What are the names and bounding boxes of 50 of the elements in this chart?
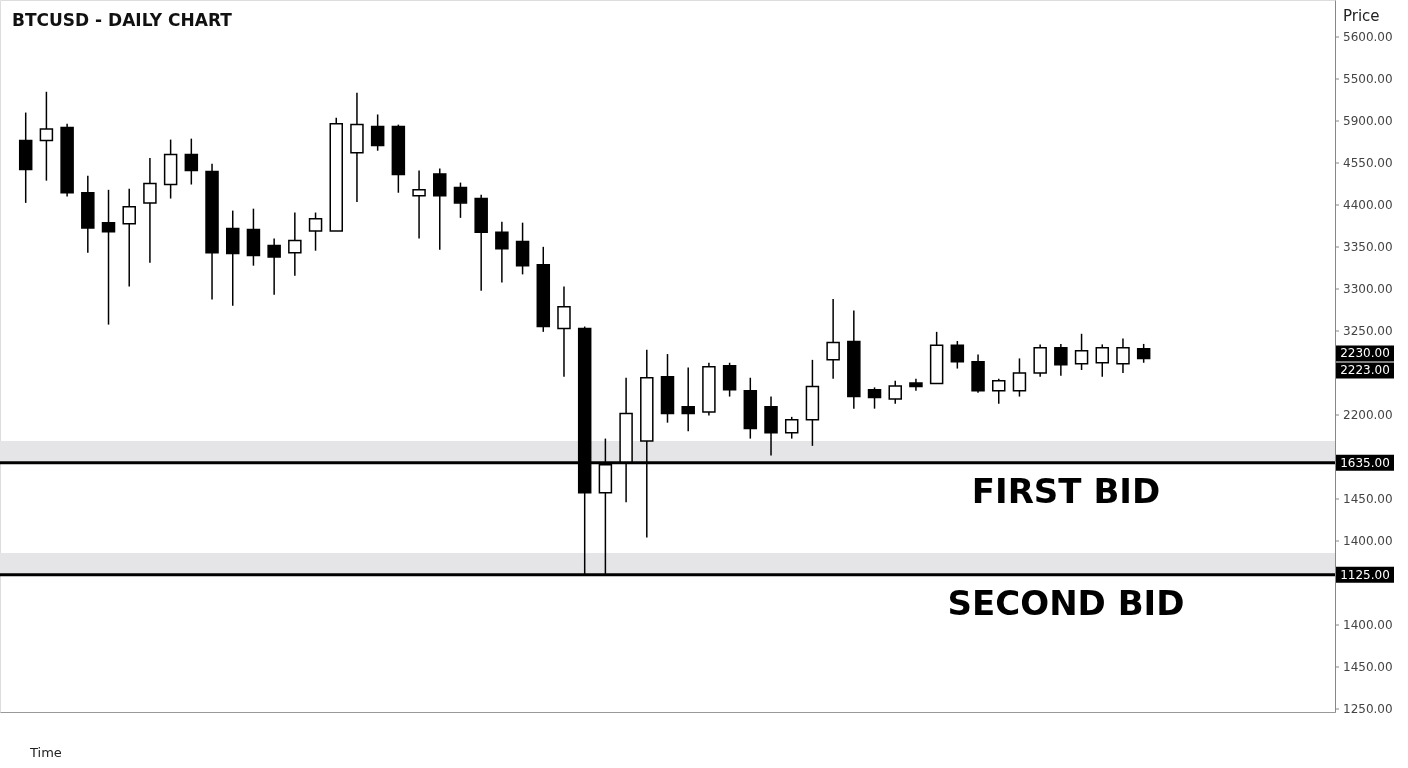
candlestick [39, 91, 54, 182]
text: 5600.00 [1343, 30, 1393, 44]
text: Time [29, 745, 62, 760]
candlestick [122, 188, 136, 288]
candlestick [308, 211, 323, 252]
candlestick [867, 386, 882, 410]
text: 4400.00 [1343, 198, 1393, 212]
text: Price [1343, 7, 1380, 25]
ref-line-label: SECOND BID [947, 582, 1185, 623]
candlestick [784, 416, 799, 440]
text: 3250.00 [1343, 324, 1393, 338]
candlestick [992, 377, 1006, 405]
candlestick [1074, 333, 1089, 371]
candlestick [826, 298, 840, 380]
candlestick [433, 167, 447, 251]
text: 3300.00 [1343, 282, 1393, 296]
candlestick [1116, 337, 1130, 374]
text: 1450.00 [1343, 492, 1393, 506]
text: 1450.00 [1343, 660, 1393, 674]
text: 2223.00 [1340, 363, 1390, 378]
ref-line-label: FIRST BID [971, 470, 1161, 511]
text: 5500.00 [1343, 72, 1393, 86]
text: 1400.00 [1343, 534, 1393, 548]
candlestick [184, 137, 199, 186]
candlestick [453, 181, 468, 219]
candlestick [950, 340, 965, 370]
candlestick [288, 211, 302, 277]
chart-title: BTCUSD - DAILY CHART [12, 10, 233, 30]
text: 5900.00 [1343, 114, 1393, 128]
candlestick [1054, 343, 1068, 377]
text: 3350.00 [1343, 240, 1393, 254]
candlestick [267, 237, 281, 296]
candlestick [681, 366, 695, 433]
text: 1125.00 [1340, 567, 1390, 582]
candlestick [412, 169, 426, 240]
text: 1400.00 [1343, 618, 1393, 632]
text: 1635.00 [1340, 455, 1390, 470]
candlestick [1136, 343, 1151, 364]
candlestick [1095, 343, 1110, 378]
candlestick [143, 157, 157, 264]
candlestick [370, 113, 385, 152]
candlestick [1012, 357, 1027, 398]
text: 4550.00 [1343, 156, 1393, 170]
candlestick [101, 189, 116, 326]
candlestick [888, 379, 902, 405]
text: 2200.00 [1343, 408, 1393, 422]
text: 1250.00 [1343, 702, 1393, 716]
candlestick [557, 285, 571, 378]
candlestick [495, 220, 509, 284]
text: 2230.00 [1340, 346, 1390, 361]
